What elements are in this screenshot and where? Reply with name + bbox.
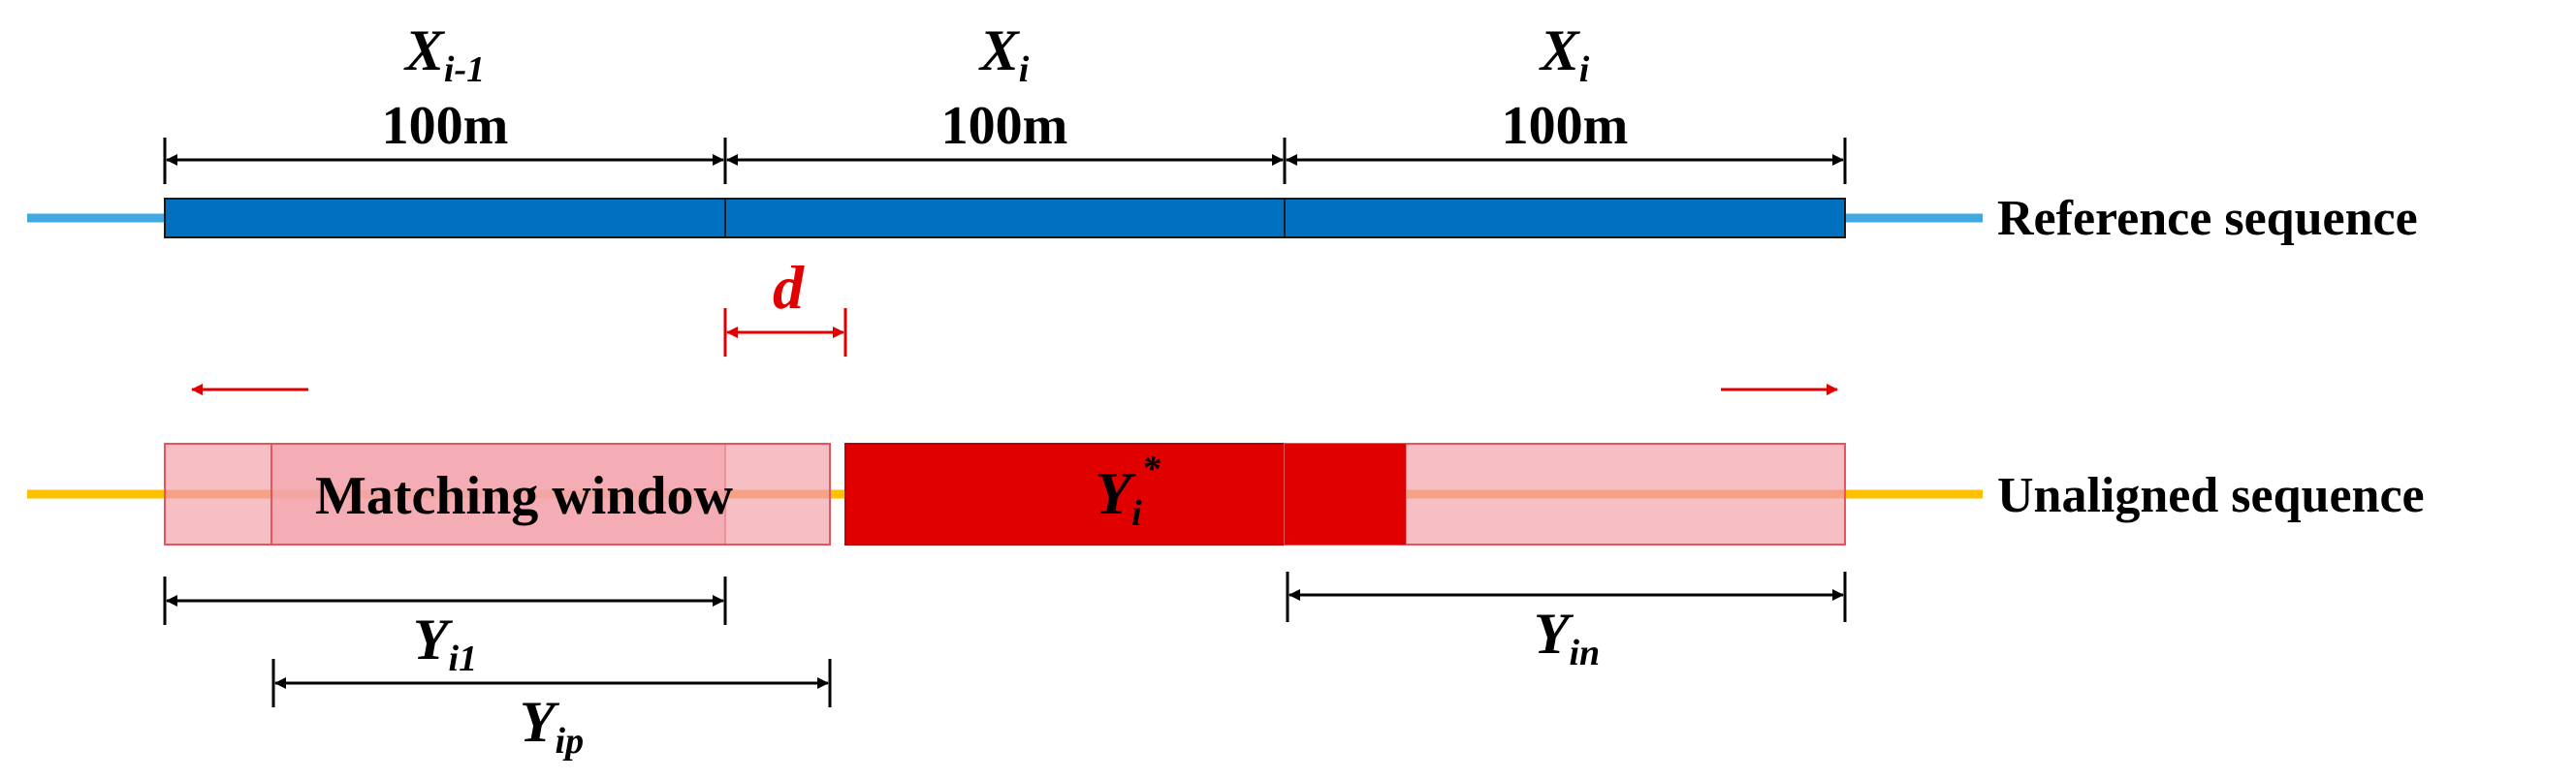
segment-label-2: Xi <box>978 18 1030 90</box>
segment-length-2: 100m <box>941 96 1068 156</box>
offset-label: d <box>773 253 805 322</box>
target-label: Yi* <box>1095 449 1161 534</box>
window-label-yi1: Yi1 <box>413 608 477 679</box>
window-label-yip: Yip <box>520 690 584 762</box>
reference-segment-2 <box>724 198 1286 238</box>
target-overlap <box>1285 444 1406 545</box>
reference-segment-3 <box>1284 198 1846 238</box>
window-y-ip <box>270 443 831 546</box>
reference-sequence-label: Reference sequence <box>1997 191 2418 246</box>
segment-label-3: Xi <box>1539 18 1590 90</box>
matching-window-label: Matching window <box>315 466 733 526</box>
window-label-yin: Yin <box>1534 602 1600 673</box>
segment-length-1: 100m <box>382 96 509 156</box>
reference-segment-1 <box>164 198 726 238</box>
segment-label-1: Xi-1 <box>403 18 485 90</box>
unaligned-sequence-label: Unaligned sequence <box>1997 468 2425 523</box>
segment-length-3: 100m <box>1502 96 1629 156</box>
